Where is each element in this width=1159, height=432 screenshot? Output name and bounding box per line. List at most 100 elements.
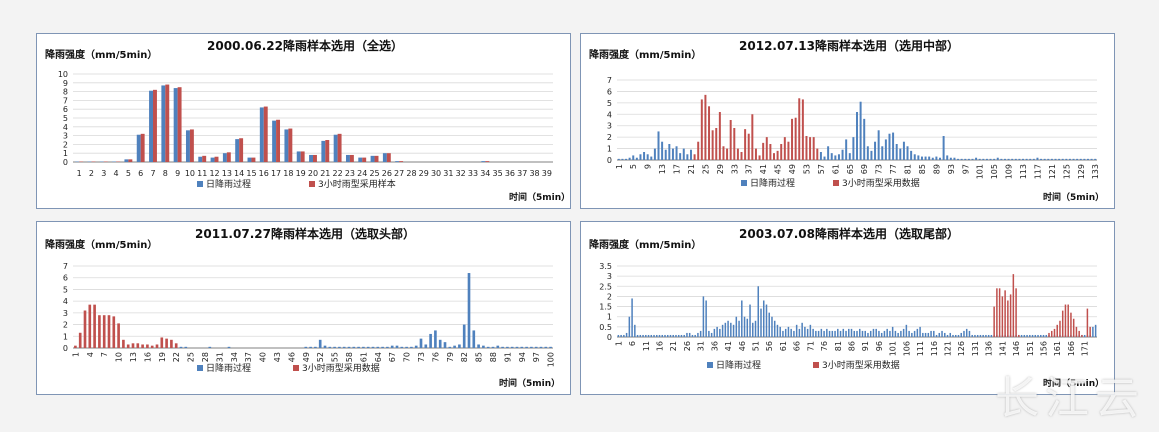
x-tick-label: 1 <box>615 164 624 169</box>
bar <box>870 150 873 160</box>
bar <box>131 343 135 348</box>
bar <box>1036 157 1039 160</box>
legend-swatch-daily <box>197 365 203 371</box>
bar <box>990 334 993 337</box>
legend: 日降雨过程 3小时雨型采用数据 <box>741 177 920 189</box>
bar <box>525 346 528 348</box>
bar <box>1031 334 1034 337</box>
bar <box>650 156 653 160</box>
x-tick-label: 27 <box>394 169 404 178</box>
bar <box>357 346 360 348</box>
bar <box>349 154 354 162</box>
bar <box>539 346 543 348</box>
bar <box>304 346 308 348</box>
bar <box>1065 158 1068 160</box>
x-tick-label: 36 <box>505 169 515 178</box>
x-tick-label: 67 <box>388 352 397 362</box>
bar <box>1076 158 1079 160</box>
x-tick-label: 19 <box>296 169 306 178</box>
bar <box>906 146 909 160</box>
bar <box>617 334 620 337</box>
bar <box>842 328 845 337</box>
bar <box>506 346 509 348</box>
bar <box>787 326 790 337</box>
x-tick-label: 22 <box>172 352 181 362</box>
x-tick-label: 76 <box>431 352 440 362</box>
bar <box>173 88 178 162</box>
bar <box>530 346 533 348</box>
y-axis-label: 降雨强度（mm/5min） <box>589 48 701 61</box>
bar <box>1083 334 1086 337</box>
bar <box>963 330 965 337</box>
bar <box>721 324 724 337</box>
x-tick-label: 6 <box>138 169 143 178</box>
bar <box>288 128 293 162</box>
x-tick-label: 33 <box>468 169 478 178</box>
bar <box>400 346 404 348</box>
bar <box>382 153 387 162</box>
bar <box>381 346 384 348</box>
bar <box>634 324 636 337</box>
bar <box>1004 290 1006 337</box>
bar <box>628 316 631 337</box>
bar <box>210 157 215 162</box>
bar <box>758 155 761 160</box>
bar <box>773 153 775 160</box>
bar <box>913 330 916 337</box>
bar <box>727 320 729 337</box>
bar <box>1059 320 1061 337</box>
bar <box>177 87 182 162</box>
bar <box>141 344 144 348</box>
bar <box>697 141 700 160</box>
bar <box>747 133 750 160</box>
bar <box>941 330 943 337</box>
bar <box>544 346 548 348</box>
x-tick-label: 10 <box>115 352 124 362</box>
bar <box>682 148 685 160</box>
y-tick-label: 1 <box>63 332 68 341</box>
bar <box>165 84 170 162</box>
x-tick-label: 9 <box>644 164 653 169</box>
bar <box>520 346 524 348</box>
x-tick-label: 8 <box>163 169 168 178</box>
bar <box>126 344 130 348</box>
bar <box>897 332 899 337</box>
y-tick-label: 6 <box>63 105 68 114</box>
bar <box>798 98 801 160</box>
bar <box>639 154 642 160</box>
y-tick-label: 8 <box>63 88 68 97</box>
bar <box>869 330 872 337</box>
bar <box>794 117 797 160</box>
bar <box>1090 158 1093 160</box>
bar <box>889 330 891 337</box>
bar <box>1050 158 1053 160</box>
x-tick-label: 58 <box>345 352 354 362</box>
bar <box>189 129 194 162</box>
bar <box>309 154 313 162</box>
x-tick-label: 34 <box>480 169 490 178</box>
x-tick-label: 71 <box>806 341 815 351</box>
bar <box>656 334 658 337</box>
x-tick-label: 100 <box>547 352 556 367</box>
bar <box>227 346 231 348</box>
bar <box>1042 334 1045 337</box>
y-tick-label: 10 <box>58 70 68 79</box>
bar <box>1072 158 1075 160</box>
bar <box>501 346 504 348</box>
bar <box>226 152 231 162</box>
bar <box>666 334 669 337</box>
bar <box>78 332 82 348</box>
bar <box>668 144 671 160</box>
x-tick-label: 15 <box>246 169 256 178</box>
y-tick-label: 6 <box>607 87 612 96</box>
bar <box>845 330 847 337</box>
bar <box>1015 288 1017 337</box>
bar <box>467 273 471 348</box>
y-tick-label: 3 <box>63 309 68 318</box>
bar <box>1064 304 1067 337</box>
x-tick-label: 146 <box>1012 341 1021 356</box>
bar <box>1025 158 1028 160</box>
bar <box>1068 158 1071 160</box>
bar <box>658 334 661 337</box>
x-tick-label: 18 <box>283 169 293 178</box>
